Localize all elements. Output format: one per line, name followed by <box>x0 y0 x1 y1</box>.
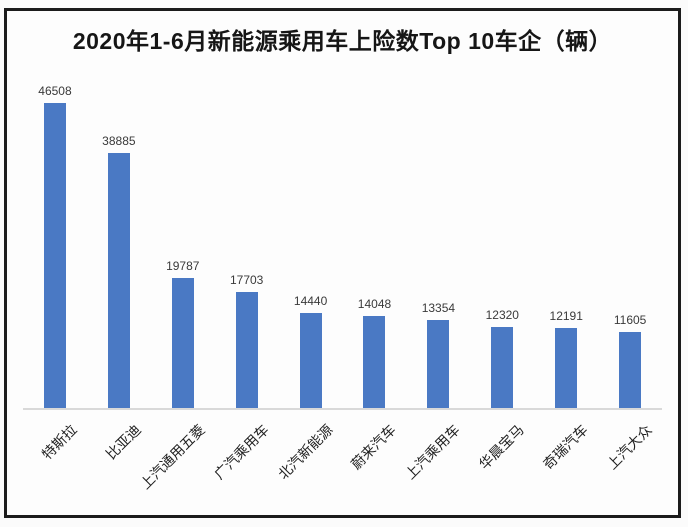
bar-group: 14048 <box>343 297 407 408</box>
bar <box>363 316 386 408</box>
bar-group: 38885 <box>87 134 151 408</box>
bar-group: 13354 <box>406 301 470 408</box>
bar-group: 11605 <box>598 313 662 408</box>
category-label: 奇瑞汽车 <box>540 421 591 473</box>
bar-value-label: 11605 <box>613 313 647 327</box>
bar <box>171 278 194 408</box>
category-cell: 比亚迪 <box>87 410 151 512</box>
category-cell: 奇瑞汽车 <box>534 410 598 512</box>
category-label: 华晨宝马 <box>476 421 528 473</box>
bar-value-label: 13354 <box>421 301 456 315</box>
category-label: 广汽乘用车 <box>210 421 272 483</box>
category-cell: 北汽新能源 <box>274 410 343 512</box>
bar-group: 19787 <box>151 259 215 408</box>
category-cell: 蔚来汽车 <box>343 410 407 512</box>
bar <box>427 320 450 408</box>
category-cell: 上汽乘用车 <box>402 410 470 512</box>
bar-value-label: 17703 <box>229 273 264 287</box>
bar-group: 46508 <box>23 84 87 408</box>
bar-value-label: 14440 <box>293 294 328 308</box>
bar-value-label: 14048 <box>357 297 392 311</box>
bar <box>619 332 642 408</box>
chart-title: 2020年1-6月新能源乘用车上险数Top 10车企（辆） <box>72 28 613 54</box>
category-cell: 特斯拉 <box>23 410 87 512</box>
bar-value-label: 12191 <box>549 309 583 323</box>
category-cell: 上汽通用五菱 <box>137 410 215 512</box>
bar <box>299 313 322 408</box>
category-cell: 华晨宝马 <box>470 410 534 512</box>
category-label: 比亚迪 <box>102 421 144 463</box>
plot-area: 46508 38885 19787 17703 14440 14048 13354 12320… <box>23 64 662 410</box>
category-cell: 广汽乘用车 <box>211 410 279 512</box>
category-label: 上汽乘用车 <box>402 421 464 483</box>
chart-frame: 2020年1-6月新能源乘用车上险数Top 10车企（辆） 46508 38885… <box>4 8 681 518</box>
bar-group: 17703 <box>215 273 279 408</box>
bar <box>107 153 130 408</box>
bar-value-label: 46508 <box>38 84 72 98</box>
bar <box>555 328 578 408</box>
bar-value-label: 19787 <box>166 259 200 273</box>
x-axis-labels: 特斯拉 比亚迪 上汽通用五菱 广汽乘用车 北汽新能源 蔚来汽车 上汽乘用车 华晨宝马 奇瑞汽车上… <box>23 410 662 512</box>
bar-value-label: 38885 <box>102 134 136 148</box>
category-label: 蔚来汽车 <box>348 421 400 473</box>
bar <box>491 327 514 408</box>
bar-value-label: 12320 <box>485 308 519 322</box>
bar-group: 14440 <box>279 294 343 408</box>
bar-group: 12320 <box>470 308 534 408</box>
bar <box>43 103 66 408</box>
category-label: 上汽大众 <box>603 421 655 473</box>
category-label: 北汽新能源 <box>274 421 336 483</box>
category-label: 特斯拉 <box>38 421 80 463</box>
bar-group: 12191 <box>534 309 598 408</box>
category-cell: 上汽大众 <box>598 410 662 512</box>
bar <box>235 292 258 408</box>
